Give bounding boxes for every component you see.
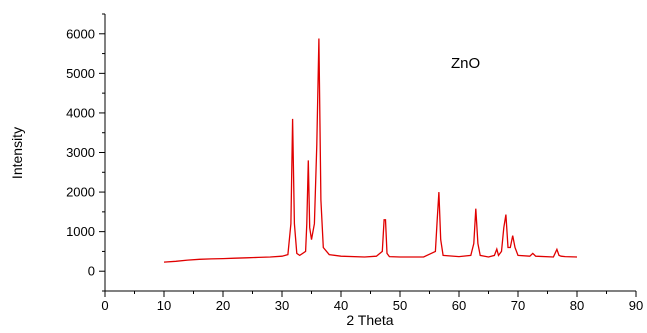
y-tick-label: 5000: [66, 66, 95, 81]
x-tick-label: 60: [452, 298, 466, 313]
x-tick-label: 30: [275, 298, 289, 313]
x-tick-label: 70: [511, 298, 525, 313]
ticks: [99, 13, 637, 297]
x-tick-label: 20: [216, 298, 230, 313]
tick-labels: 0 10 20 30 40 50 60 70 80 90 0 1000 2000 3000 4000 5000…: [66, 26, 643, 313]
y-tick-label: 2000: [66, 185, 95, 200]
x-tick-label: 10: [157, 298, 171, 313]
chart-annotation: ZnO: [451, 55, 480, 72]
y-tick-label: 0: [88, 264, 95, 279]
y-tick-label: 3000: [66, 145, 95, 160]
y-tick-label: 4000: [66, 105, 95, 120]
series-line-zno: [163, 38, 578, 263]
x-tick-label: 90: [629, 298, 643, 313]
x-tick-label: 50: [393, 298, 407, 313]
y-tick-label: 1000: [66, 224, 95, 239]
x-tick-label: 40: [334, 298, 348, 313]
series-points: [163, 38, 577, 263]
y-tick-label: 6000: [66, 26, 95, 41]
x-tick-label: 80: [570, 298, 584, 313]
x-tick-label: 0: [101, 298, 108, 313]
y-axis-title: Intensity: [9, 127, 25, 179]
x-axis-title: 2 Theta: [346, 312, 393, 328]
